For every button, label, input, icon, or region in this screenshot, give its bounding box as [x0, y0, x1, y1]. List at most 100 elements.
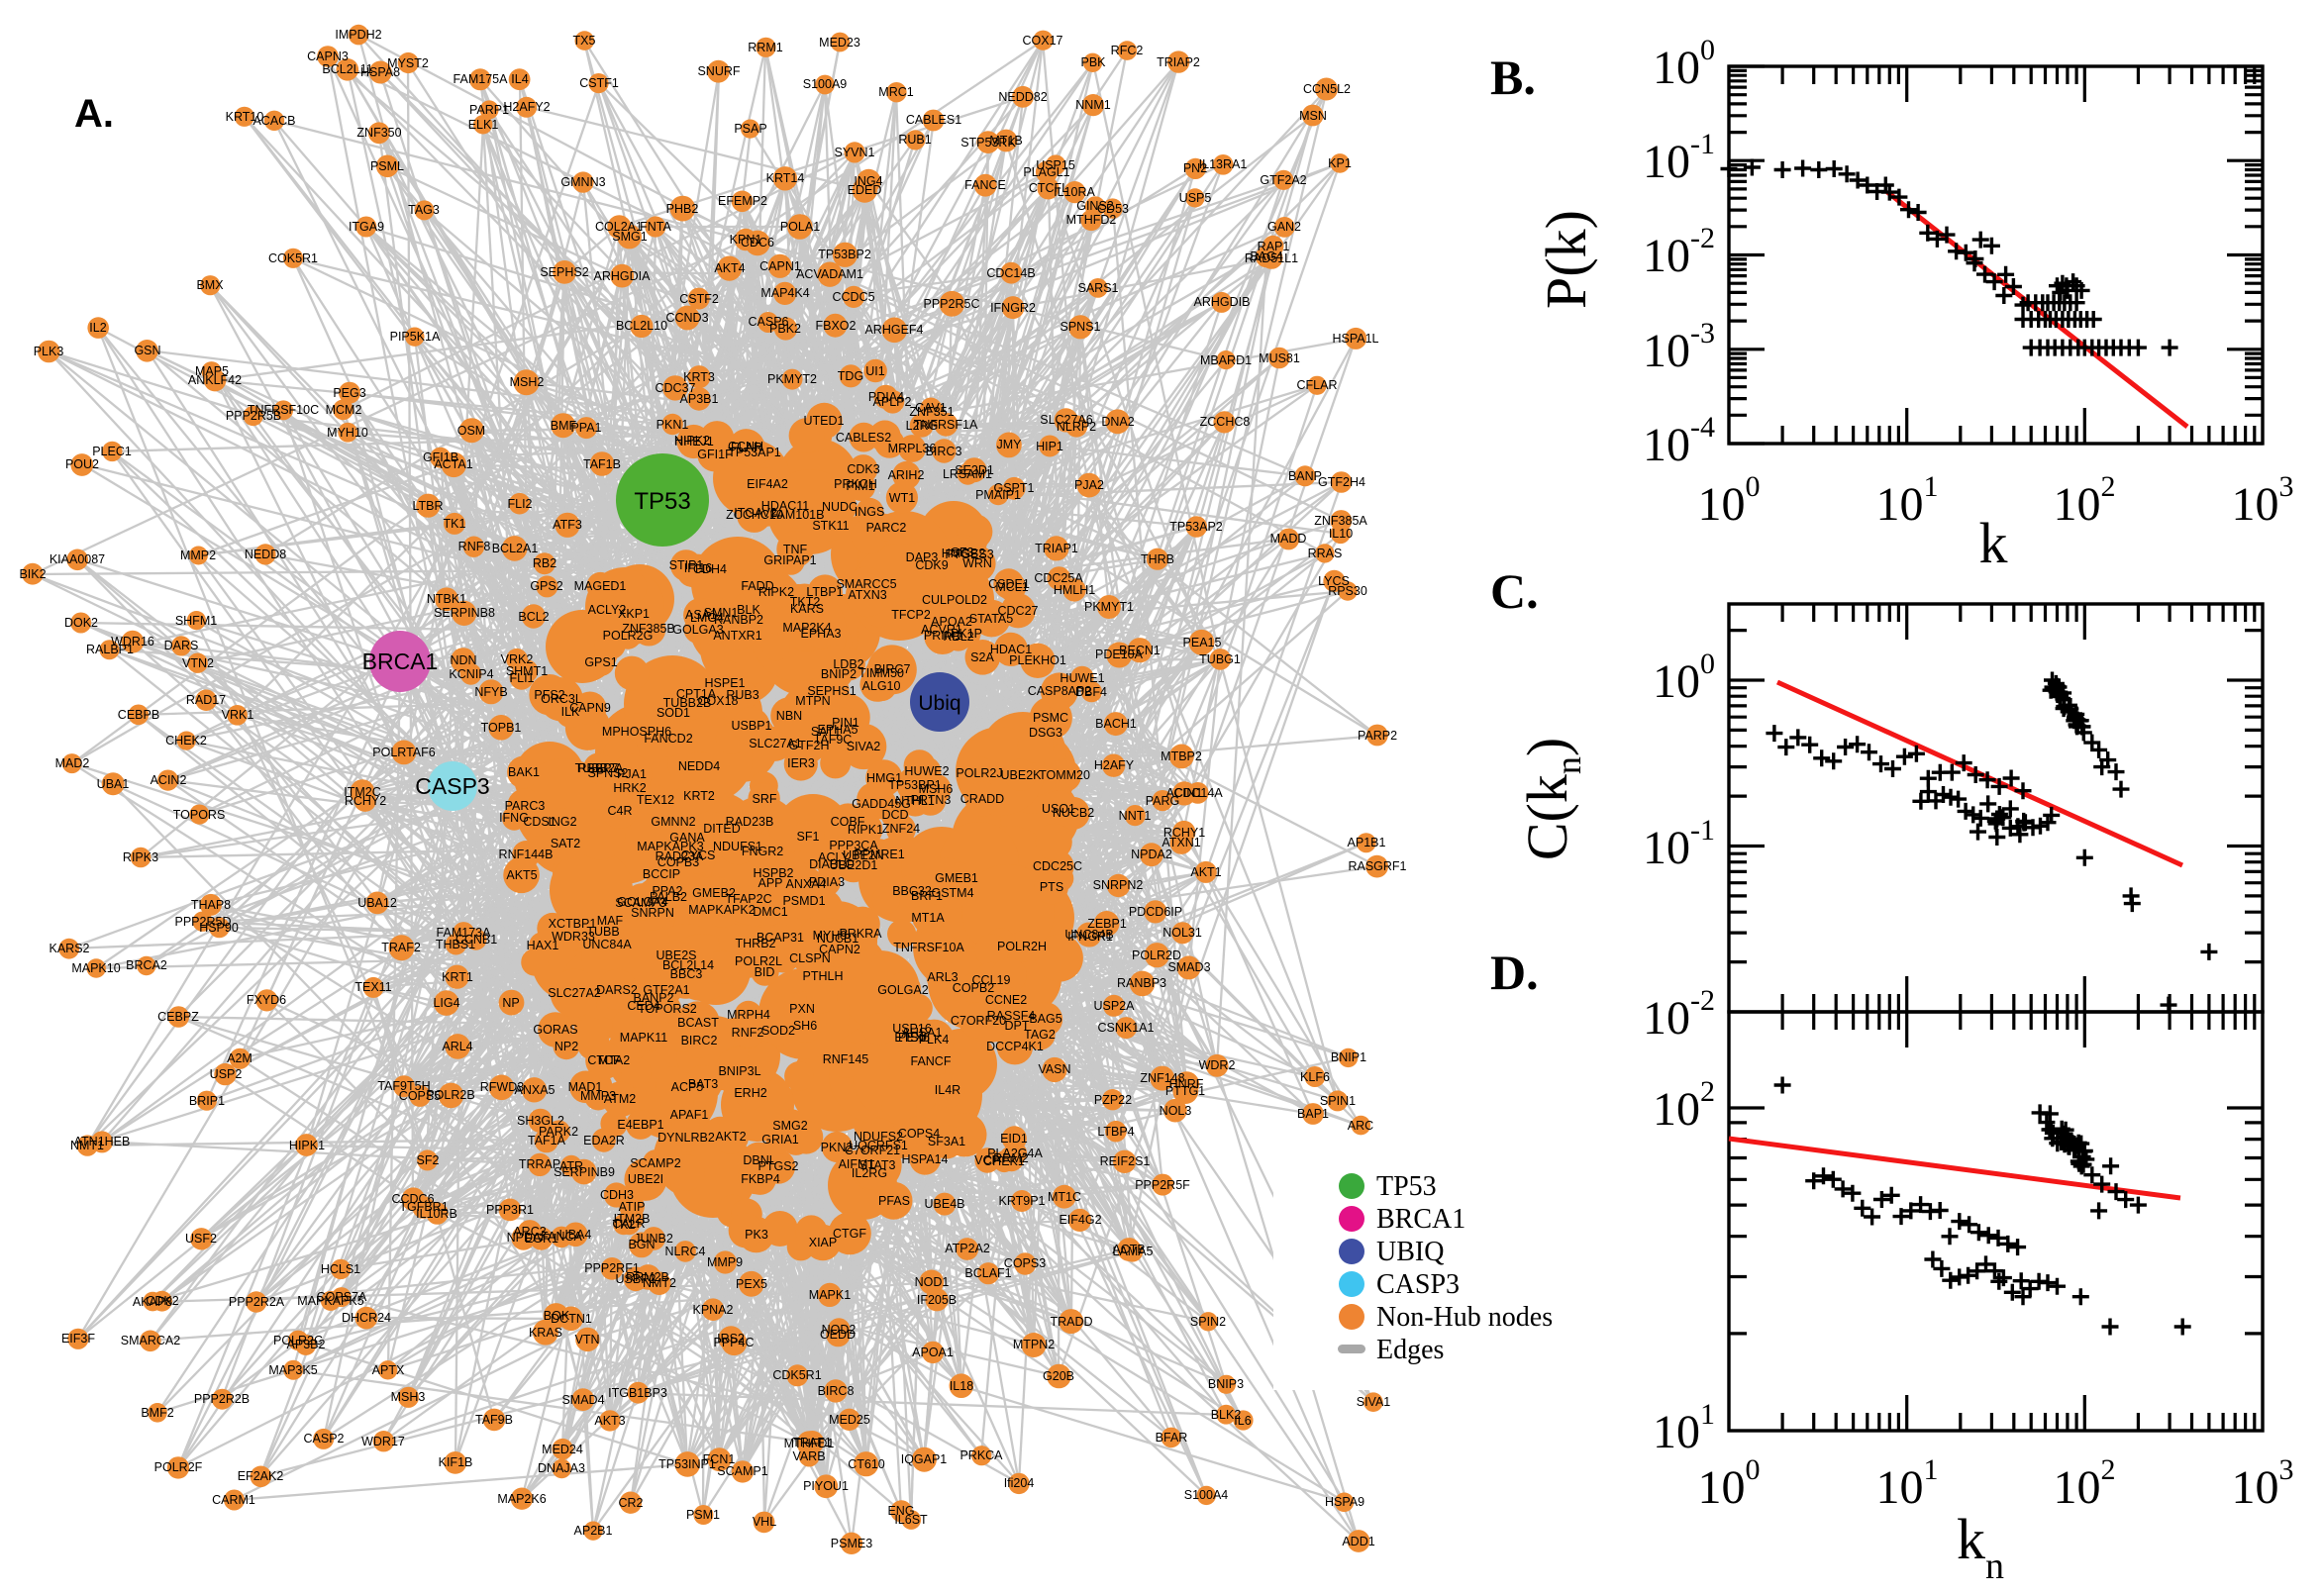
svg-text:SF2: SF2	[417, 1153, 440, 1167]
svg-text:GPS1: GPS1	[584, 655, 617, 669]
svg-text:KRT3: KRT3	[683, 370, 715, 384]
svg-text:SCAMP2: SCAMP2	[630, 1156, 680, 1170]
svg-text:Edges: Edges	[1376, 1335, 1444, 1365]
svg-text:BIK2: BIK2	[19, 567, 46, 581]
svg-text:BCAST: BCAST	[677, 1016, 719, 1030]
svg-text:PSAP: PSAP	[734, 122, 766, 136]
svg-text:ARIH2: ARIH2	[888, 468, 925, 482]
svg-text:KRT1: KRT1	[442, 970, 473, 984]
svg-text:CDK5R1: CDK5R1	[772, 1368, 821, 1382]
svg-text:PSML: PSML	[370, 159, 404, 173]
svg-text:POLR2B: POLR2B	[426, 1088, 474, 1102]
svg-text:PLK4: PLK4	[919, 1033, 950, 1047]
svg-text:NOL3: NOL3	[1160, 1104, 1192, 1118]
svg-text:TAF9T5H: TAF9T5H	[377, 1079, 430, 1093]
svg-text:BECN1: BECN1	[1119, 644, 1161, 657]
svg-text:HCLS1: HCLS1	[321, 1262, 360, 1276]
svg-text:TOMM20: TOMM20	[1039, 768, 1090, 782]
svg-text:FLI2: FLI2	[507, 497, 532, 511]
svg-text:BIRC7: BIRC7	[874, 662, 911, 676]
svg-text:CAPN1: CAPN1	[759, 259, 801, 273]
svg-text:DAP3: DAP3	[906, 550, 939, 564]
svg-text:CCDC6: CCDC6	[391, 1192, 434, 1206]
svg-text:PEA15: PEA15	[1183, 636, 1222, 649]
svg-text:PKMYT2: PKMYT2	[767, 372, 817, 386]
svg-text:BANP: BANP	[1288, 469, 1322, 483]
svg-text:MED23: MED23	[819, 36, 860, 50]
svg-text:CDK3: CDK3	[847, 462, 879, 476]
svg-text:TP53AP2: TP53AP2	[1169, 520, 1223, 534]
svg-text:C.: C.	[1490, 563, 1539, 619]
svg-text:CFLAR: CFLAR	[1297, 378, 1338, 392]
svg-text:MSH3: MSH3	[391, 1390, 426, 1404]
svg-text:POLR2H: POLR2H	[997, 940, 1047, 953]
svg-text:SMAD4: SMAD4	[561, 1393, 604, 1407]
svg-text:CCNB1: CCNB1	[455, 933, 497, 947]
svg-text:STATA5: STATA5	[969, 612, 1014, 626]
svg-text:RRM1: RRM1	[748, 41, 782, 54]
svg-text:KIAA0087: KIAA0087	[50, 552, 105, 566]
svg-text:SAT2: SAT2	[551, 837, 580, 850]
svg-text:JMY: JMY	[997, 438, 1023, 451]
svg-text:APP: APP	[758, 876, 782, 890]
svg-text:UBE2S: UBE2S	[656, 948, 697, 962]
svg-text:BCL2L10: BCL2L10	[616, 319, 667, 333]
svg-text:CASP3: CASP3	[415, 773, 489, 799]
svg-text:MSN: MSN	[1299, 109, 1327, 123]
svg-text:PSMC: PSMC	[1033, 711, 1068, 725]
svg-text:RRAS: RRAS	[1308, 547, 1343, 560]
svg-text:ORC3L: ORC3L	[541, 692, 582, 706]
svg-text:GAN2: GAN2	[1267, 220, 1301, 234]
svg-text:GTF2A2: GTF2A2	[1260, 173, 1306, 187]
svg-text:MCM2: MCM2	[326, 403, 362, 417]
svg-text:HSPA14: HSPA14	[901, 1152, 948, 1166]
svg-text:COK5R1: COK5R1	[268, 251, 318, 265]
svg-text:PEG3: PEG3	[333, 386, 365, 400]
svg-text:GOLGA4: GOLGA4	[617, 895, 667, 909]
svg-text:HSPE1: HSPE1	[705, 676, 746, 690]
svg-text:TRIAP1: TRIAP1	[1035, 542, 1078, 555]
svg-text:EIF4A2: EIF4A2	[747, 477, 788, 491]
svg-text:ARHGDIA: ARHGDIA	[594, 269, 652, 283]
svg-text:ILK: ILK	[561, 705, 580, 719]
svg-text:CDC25C: CDC25C	[1033, 859, 1082, 873]
svg-text:C7ORF20: C7ORF20	[951, 1014, 1006, 1028]
svg-text:ATXN3: ATXN3	[848, 588, 886, 602]
svg-text:DCCP4K1: DCCP4K1	[986, 1040, 1044, 1053]
svg-text:FBXO2: FBXO2	[816, 319, 857, 333]
svg-text:PHB2: PHB2	[666, 202, 699, 216]
svg-text:CED4: CED4	[627, 999, 659, 1013]
svg-text:IER3: IER3	[787, 756, 815, 770]
svg-text:MED25: MED25	[829, 1413, 870, 1427]
svg-text:ING2: ING2	[548, 815, 576, 829]
svg-text:AKT3: AKT3	[594, 1414, 625, 1428]
svg-text:SYVN1: SYVN1	[835, 146, 875, 159]
svg-text:KCNIP4: KCNIP4	[449, 667, 493, 681]
svg-text:RFC2: RFC2	[1111, 44, 1144, 57]
svg-text:HSPA9: HSPA9	[1325, 1495, 1364, 1509]
svg-text:SNURF: SNURF	[697, 64, 740, 78]
svg-text:GTF2H4: GTF2H4	[1318, 475, 1365, 489]
svg-text:IL6: IL6	[1234, 1414, 1251, 1428]
svg-text:VTN: VTN	[575, 1333, 600, 1347]
svg-text:MT1C: MT1C	[1048, 1190, 1081, 1204]
svg-text:PDCD6IP: PDCD6IP	[1129, 905, 1182, 919]
svg-text:CAPN3: CAPN3	[307, 50, 349, 63]
svg-text:NEDD4: NEDD4	[678, 759, 720, 773]
svg-text:RNF8: RNF8	[458, 540, 491, 553]
svg-text:ZNF385B: ZNF385B	[622, 622, 675, 636]
svg-text:CTGF: CTGF	[833, 1227, 866, 1241]
svg-text:MAPK1: MAPK1	[809, 1288, 851, 1302]
svg-text:GRIPAP1: GRIPAP1	[763, 553, 816, 567]
svg-text:SF3A1: SF3A1	[928, 1135, 965, 1148]
svg-text:BRCA1: BRCA1	[362, 648, 439, 674]
svg-text:SERPINB9: SERPINB9	[554, 1165, 615, 1179]
svg-text:IL10: IL10	[1329, 527, 1353, 541]
svg-text:CULPOLD2: CULPOLD2	[922, 593, 987, 607]
svg-text:A2M: A2M	[227, 1051, 252, 1065]
svg-text:SLC27A6: SLC27A6	[1040, 413, 1093, 427]
svg-text:VASN: VASN	[1038, 1062, 1070, 1076]
svg-text:SERPINB8: SERPINB8	[434, 606, 495, 620]
svg-text:EFEMP2: EFEMP2	[718, 194, 767, 208]
svg-text:TAF1B: TAF1B	[583, 457, 621, 471]
